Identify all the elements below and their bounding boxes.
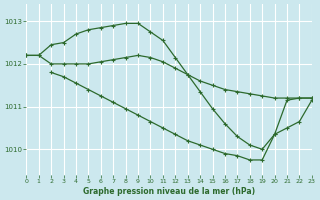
X-axis label: Graphe pression niveau de la mer (hPa): Graphe pression niveau de la mer (hPa) <box>83 187 255 196</box>
